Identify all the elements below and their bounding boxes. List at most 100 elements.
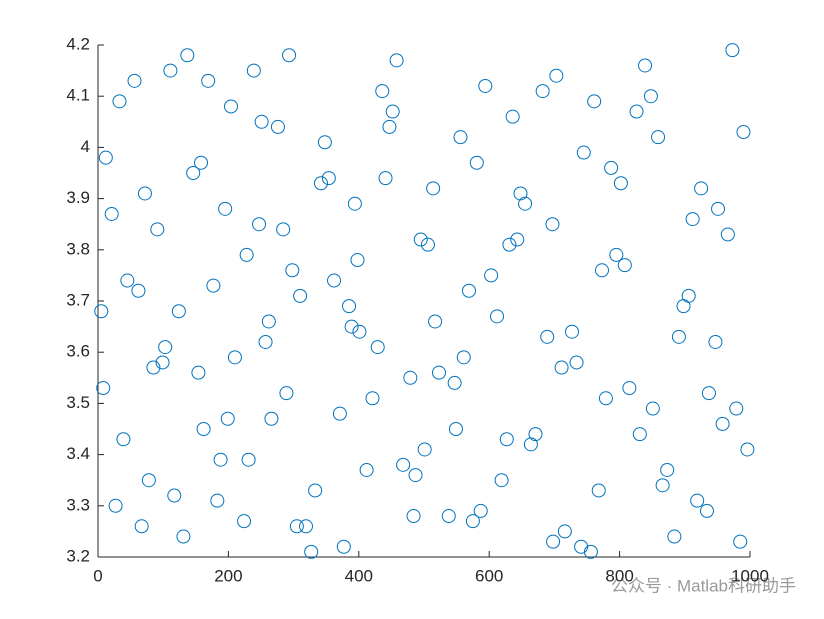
point	[740, 442, 755, 457]
point	[336, 539, 351, 554]
x-tick-label: 600	[475, 566, 503, 585]
point	[540, 329, 555, 344]
point	[108, 498, 123, 513]
point	[201, 73, 216, 88]
point	[546, 534, 561, 549]
point	[583, 544, 598, 559]
point	[729, 401, 744, 416]
point	[378, 171, 393, 186]
point	[227, 350, 242, 365]
point	[150, 222, 165, 237]
point	[478, 78, 493, 93]
point	[350, 253, 365, 268]
point	[528, 427, 543, 442]
point	[344, 319, 359, 334]
point	[134, 519, 149, 534]
point	[317, 135, 332, 150]
point	[545, 217, 560, 232]
point	[213, 452, 228, 467]
point	[176, 529, 191, 544]
point	[210, 493, 225, 508]
point	[347, 196, 362, 211]
y-tick-label: 4.1	[66, 86, 90, 105]
y-tick-label: 4.2	[66, 34, 90, 53]
point	[276, 222, 291, 237]
point	[327, 273, 342, 288]
point	[96, 381, 111, 396]
point	[622, 381, 637, 396]
point	[469, 155, 484, 170]
point	[313, 176, 328, 191]
point	[690, 493, 705, 508]
point	[591, 483, 606, 498]
point	[490, 309, 505, 324]
point	[576, 145, 591, 160]
point	[645, 401, 660, 416]
point	[733, 534, 748, 549]
watermark: 公众号 · Matlab科研助手	[611, 576, 796, 595]
point	[711, 201, 726, 216]
point	[694, 181, 709, 196]
point	[502, 237, 517, 252]
point	[252, 217, 267, 232]
point	[554, 360, 569, 375]
point	[473, 503, 488, 518]
point	[715, 416, 730, 431]
point	[510, 232, 525, 247]
point	[417, 442, 432, 457]
point	[321, 171, 336, 186]
point	[155, 355, 170, 370]
point	[285, 263, 300, 278]
point	[699, 503, 714, 518]
point	[127, 73, 142, 88]
point	[365, 391, 380, 406]
point	[98, 150, 113, 165]
point	[131, 283, 146, 298]
point	[655, 478, 670, 493]
point	[671, 329, 686, 344]
point	[643, 89, 658, 104]
point	[241, 452, 256, 467]
point	[94, 304, 109, 319]
point	[141, 473, 156, 488]
point	[557, 524, 572, 539]
point	[725, 43, 740, 58]
point	[254, 114, 269, 129]
point	[158, 340, 173, 355]
point	[685, 212, 700, 227]
point	[660, 462, 675, 477]
point	[279, 386, 294, 401]
point	[629, 104, 644, 119]
point	[116, 432, 131, 447]
point	[453, 130, 468, 145]
point	[196, 422, 211, 436]
point	[565, 324, 580, 339]
point	[681, 288, 696, 303]
point	[206, 278, 221, 293]
point	[431, 365, 446, 380]
point	[258, 334, 273, 349]
point	[598, 391, 613, 406]
point	[112, 94, 127, 109]
point	[736, 125, 751, 140]
point	[518, 196, 533, 211]
point	[505, 109, 520, 124]
point	[396, 457, 411, 472]
point	[186, 166, 201, 180]
point	[617, 258, 632, 273]
point	[270, 119, 285, 134]
point	[465, 514, 480, 529]
point	[594, 263, 609, 278]
point	[420, 237, 435, 252]
point	[667, 529, 682, 544]
point	[246, 63, 261, 78]
point	[375, 84, 390, 99]
point	[385, 104, 400, 119]
point	[406, 509, 421, 524]
point	[535, 84, 550, 99]
point	[146, 360, 161, 375]
point	[428, 314, 443, 329]
y-tick-label: 3.6	[66, 342, 90, 361]
y-tick-label: 3.3	[66, 495, 90, 514]
point	[613, 176, 628, 191]
